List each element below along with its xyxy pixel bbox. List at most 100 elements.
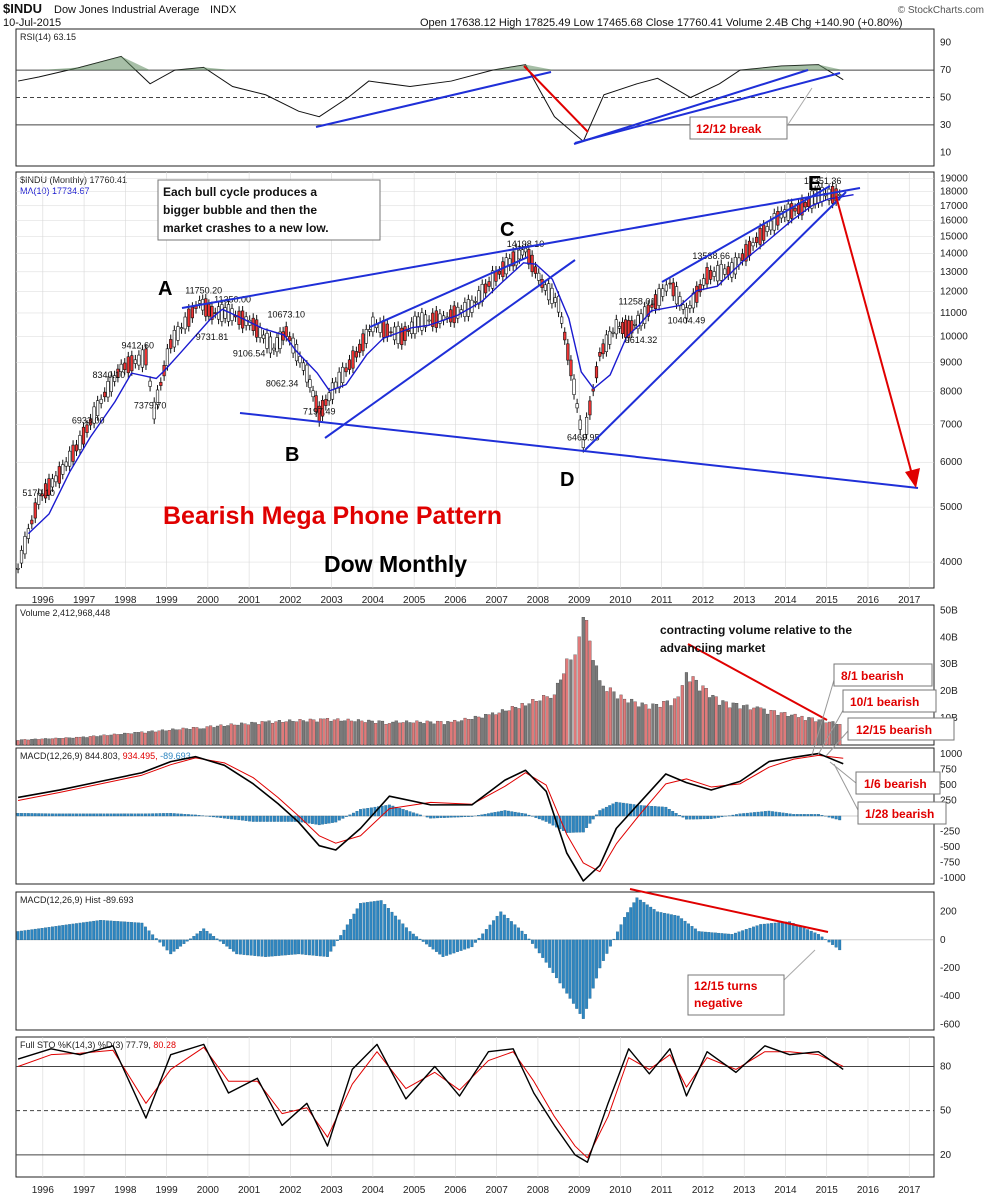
hist-y-tick--200: -200 <box>940 963 960 974</box>
macd-hist-bar <box>258 815 262 822</box>
volume-bar <box>738 708 742 746</box>
macd-hist-bar <box>565 815 569 833</box>
hist-bar <box>179 939 183 947</box>
macd-title-signal: 934.495, <box>123 751 158 761</box>
volume-bar <box>453 719 457 746</box>
price-bar-body <box>569 359 573 377</box>
hist-bar <box>342 929 346 941</box>
hist-bar <box>565 939 569 994</box>
macd-hist-bar <box>425 815 429 818</box>
macd-hist-bar <box>809 814 813 817</box>
volume-bar <box>40 738 44 746</box>
volume-bar <box>19 739 24 746</box>
macd-hist-bar <box>774 811 778 817</box>
hist-bar <box>495 915 499 941</box>
hist-bar <box>438 939 442 955</box>
hist-bar <box>578 939 582 1014</box>
hist-bar <box>834 939 838 948</box>
hist-bar <box>175 939 179 950</box>
volume-bar <box>222 726 226 746</box>
hist-bar <box>345 924 349 941</box>
price-point-label: 6933.00 <box>72 416 105 426</box>
volume-bar <box>640 702 644 746</box>
price-bar-body <box>347 359 352 370</box>
hist-bar <box>666 913 670 941</box>
sto-y-tick-50: 50 <box>940 1106 952 1117</box>
hist-bar <box>502 914 506 941</box>
volume-bar <box>322 718 326 746</box>
hist-bar <box>588 939 592 999</box>
volume-bar <box>195 727 199 746</box>
volume-bar <box>191 727 195 746</box>
rsi-break-callout: 12/12 break <box>689 87 813 140</box>
hist-callout-line-1: 12/15 turns <box>694 979 758 993</box>
price-bar-body <box>298 356 302 364</box>
price-bar-body <box>187 308 191 327</box>
x-tick-price-1996: 1996 <box>32 595 55 606</box>
volume-bar <box>680 685 684 746</box>
hist-callout-line-2: negative <box>694 996 743 1010</box>
hist-bar <box>642 902 646 941</box>
macd-hist-bar <box>731 814 735 817</box>
price-bar-body <box>37 492 41 505</box>
volume-bar <box>92 735 96 746</box>
macd-hist-bar <box>219 815 223 818</box>
volume-bar <box>346 718 350 746</box>
price-bar-body <box>78 435 82 450</box>
price-bar-body <box>165 348 170 367</box>
volume-bar <box>126 733 130 746</box>
price-bar-body <box>431 312 435 327</box>
hist-bar <box>88 921 92 941</box>
volume-bar <box>401 722 405 746</box>
price-bar-body <box>19 550 24 564</box>
macd-hist-bar <box>799 814 803 817</box>
macd-hist-bar <box>653 806 657 817</box>
volume-bar <box>57 738 61 746</box>
volume-bar <box>549 697 553 746</box>
macd-hist-bar <box>222 815 226 819</box>
hist-bar <box>162 939 165 947</box>
volume-bar <box>735 703 739 746</box>
x-tick-price-2009: 2009 <box>568 595 591 606</box>
hist-bar <box>687 923 690 941</box>
price-bar-body <box>588 400 592 416</box>
volume-bar <box>23 739 27 746</box>
price-bar-body <box>497 270 502 275</box>
volume-bar <box>581 617 585 746</box>
price-bar-body <box>684 307 689 319</box>
volume-bar <box>367 719 371 746</box>
price-bar-body <box>268 336 273 354</box>
macd-hist-bar <box>88 813 92 817</box>
hist-bar <box>434 939 438 952</box>
volume-bar <box>585 620 589 746</box>
hist-bar <box>727 933 730 941</box>
volume-bar <box>250 721 254 746</box>
volume-bar <box>500 709 504 746</box>
price-bar-body <box>604 334 609 353</box>
volume-bar <box>766 713 770 746</box>
volume-bar <box>150 730 154 746</box>
macd-hist-bar <box>341 815 345 819</box>
price-bar-body <box>337 371 341 389</box>
hist-bar <box>280 939 284 956</box>
macd-hist-bar <box>706 815 710 820</box>
volume-bar <box>198 728 202 746</box>
price-bar-body <box>320 399 325 417</box>
price-bar-body <box>314 395 318 413</box>
volume-bar <box>669 705 673 746</box>
price-bar-body <box>288 336 292 341</box>
price-y-tick-17000: 17000 <box>940 201 968 212</box>
macd-hist-bar <box>795 814 799 817</box>
hist-bar <box>755 925 759 941</box>
hist-bar <box>109 920 113 941</box>
price-bar-body <box>33 502 37 519</box>
hist-callout-pointer <box>783 949 816 981</box>
price-bar-body <box>172 330 176 348</box>
hist-bar <box>256 939 260 957</box>
macd-hist-bar <box>608 805 612 817</box>
price-crash-arrow-head <box>905 468 920 488</box>
macd-hist-bar <box>324 815 328 824</box>
price-bar-body <box>420 312 424 331</box>
volume-bar <box>796 717 801 746</box>
hist-bar <box>355 908 359 941</box>
